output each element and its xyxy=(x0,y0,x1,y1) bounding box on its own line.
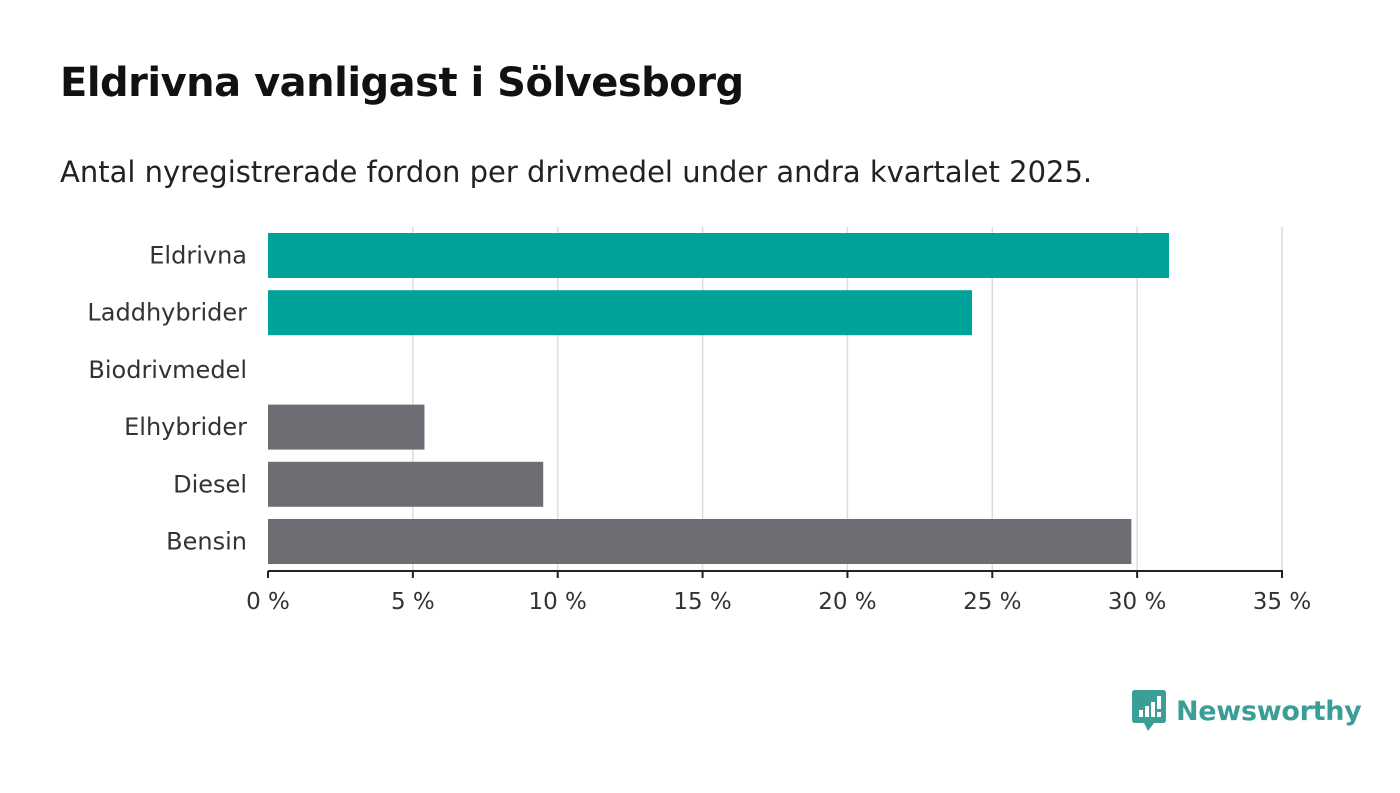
brand-logo: Newsworthy xyxy=(1132,690,1362,732)
subtitle: Antal nyregistrerade fordon per drivmede… xyxy=(60,155,1093,189)
x-tick-label: 20 % xyxy=(818,589,876,615)
bar-laddhybrider xyxy=(268,290,973,336)
x-tick-label: 25 % xyxy=(963,589,1021,615)
category-label: Diesel xyxy=(173,470,247,498)
brand-name: Newsworthy xyxy=(1176,695,1362,727)
x-tick-label: 30 % xyxy=(1108,589,1166,615)
newsworthy-logo-icon xyxy=(1132,690,1166,731)
x-tick-label: 35 % xyxy=(1253,589,1311,615)
category-label: Laddhybrider xyxy=(87,299,247,327)
bar-elhybrider xyxy=(268,404,425,450)
category-label: Elhybrider xyxy=(124,413,247,441)
x-tick-label: 10 % xyxy=(528,589,586,615)
grid-lines xyxy=(412,227,1283,571)
x-axis: 0 % 5 % 10 % 15 % 20 % 25 % 30 % 35 % xyxy=(246,570,1311,615)
bar-bensin xyxy=(268,519,1132,564)
title: Eldrivna vanligast i Sölvesborg xyxy=(60,60,744,106)
x-tick-label: 15 % xyxy=(673,589,731,615)
bars xyxy=(268,233,1170,564)
bar-eldrivna xyxy=(268,233,1170,278)
x-tick-label: 0 % xyxy=(246,589,290,615)
bar-diesel xyxy=(268,461,544,507)
category-label: Eldrivna xyxy=(149,242,247,270)
category-label: Biodrivmedel xyxy=(88,356,247,384)
category-label: Bensin xyxy=(166,528,247,556)
category-labels: Eldrivna Laddhybrider Biodrivmedel Elhybrid… xyxy=(87,242,247,556)
x-tick-label: 5 % xyxy=(391,589,435,615)
